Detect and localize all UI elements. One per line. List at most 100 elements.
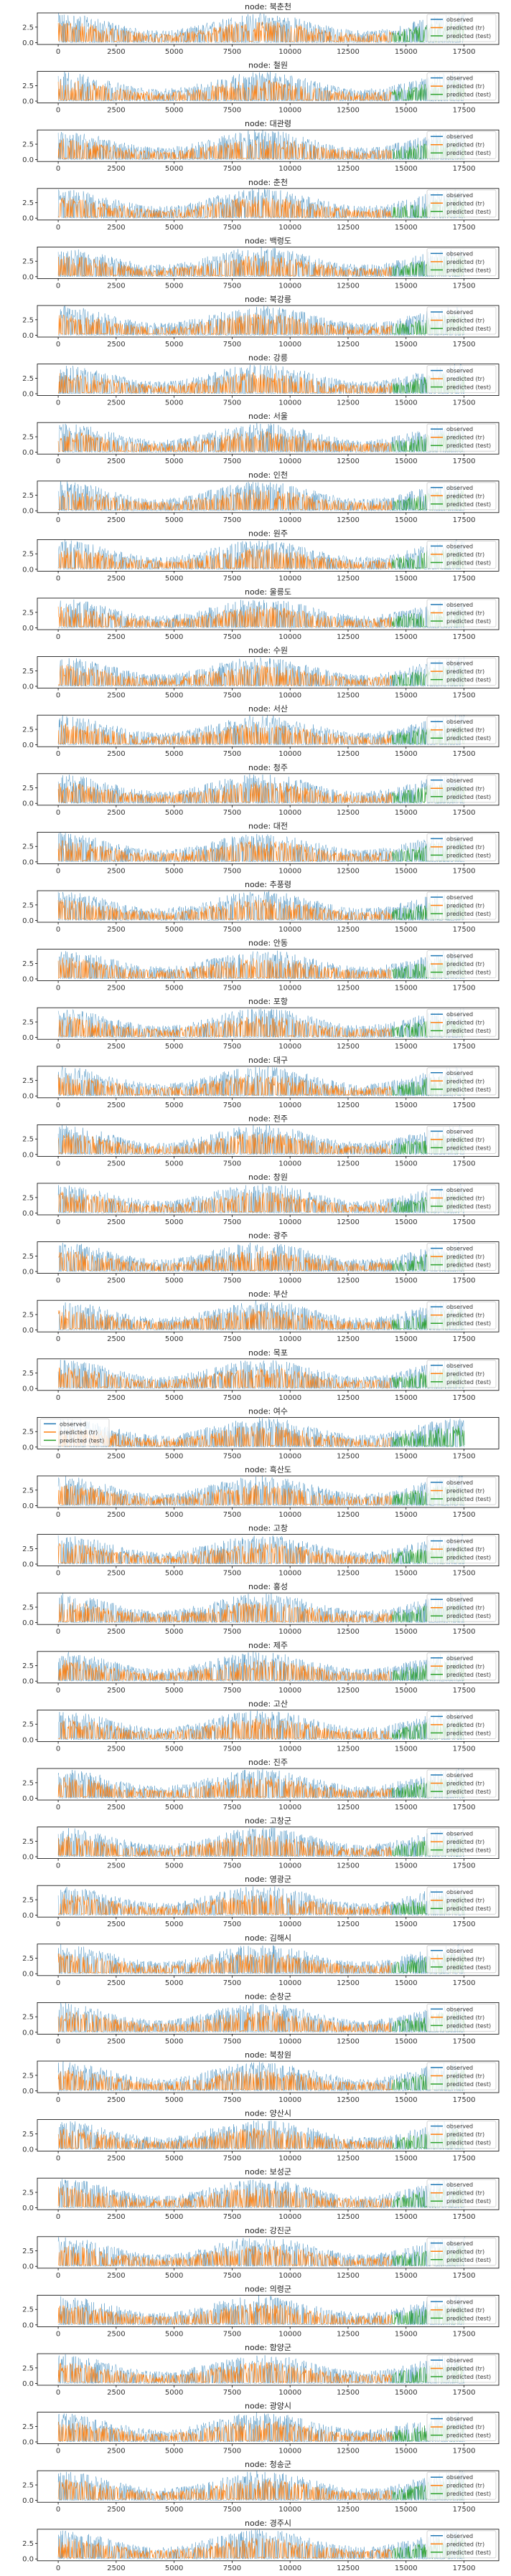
x-tick-label: 10000 [278, 282, 301, 290]
x-tick-label: 7500 [223, 574, 241, 582]
x-tick-label: 12500 [337, 1102, 360, 1109]
subplot-title: node: 고창군 [245, 1817, 291, 1826]
x-tick-label: 12500 [337, 399, 360, 407]
legend-label-test: predicted (test) [446, 1028, 491, 1034]
x-tick-label: 17500 [453, 867, 476, 875]
series-line-train [57, 1133, 393, 1155]
legend-label-test: predicted (test) [446, 2081, 491, 2088]
subplot-title: node: 목포 [248, 1348, 288, 1358]
series-line-train [58, 196, 393, 219]
y-tick-label: 0.0 [22, 1561, 34, 1569]
x-tick-label: 7500 [223, 750, 241, 758]
x-tick-label: 17500 [453, 750, 476, 758]
x-tick-label: 10000 [278, 341, 301, 349]
x-tick-label: 15000 [395, 516, 418, 524]
series-line-train [57, 1835, 393, 1857]
y-tick-label: 2.5 [22, 258, 34, 266]
x-tick-label: 5000 [165, 574, 183, 582]
subplot: node: 춘천 0 2500 5000 7500 10000 12500 15000 1750… [22, 177, 500, 232]
legend-label-observed: observed [446, 485, 473, 491]
x-tick-label: 10000 [278, 985, 301, 993]
series-line-train [57, 606, 393, 628]
x-tick-label: 5000 [165, 750, 183, 758]
x-tick-label: 7500 [223, 867, 241, 875]
x-tick-label: 7500 [223, 2389, 241, 2397]
subplot-title: node: 고산 [248, 1699, 288, 1708]
axes-frame [37, 12, 500, 45]
legend-box [426, 189, 497, 218]
y-tick-label: 0.0 [22, 332, 34, 340]
x-tick-label: 0 [56, 2448, 60, 2456]
x-tick-label: 5000 [165, 2448, 183, 2456]
series-line-observed [57, 1418, 465, 1448]
x-tick-label: 15000 [395, 1570, 418, 1578]
x-tick-label: 0 [56, 1394, 60, 1402]
x-tick-label: 12500 [337, 1394, 360, 1402]
legend-label-observed: observed [446, 1713, 473, 1720]
subplot: node: 광주 0 2500 5000 7500 10000 12500 15000 1750… [22, 1231, 500, 1285]
series-line-observed [57, 247, 465, 278]
legend-label-train: predicted (tr) [446, 2190, 484, 2197]
subplot-title: node: 대전 [248, 821, 288, 830]
subplot-title: node: 청송군 [245, 2460, 291, 2469]
x-tick-label: 15000 [395, 48, 418, 56]
series-line-observed [57, 1066, 465, 1097]
legend-label-observed: observed [446, 719, 473, 725]
x-tick-label: 5000 [165, 1628, 183, 1636]
x-tick-label: 17500 [453, 1745, 476, 1753]
series-line-observed [57, 306, 465, 336]
legend-label-train: predicted (tr) [446, 200, 484, 207]
legend-label-test: predicted (test) [446, 2549, 491, 2556]
legend-label-train: predicted (tr) [446, 1956, 484, 1962]
y-tick-label: 2.5 [22, 1955, 34, 1963]
x-tick-label: 2500 [107, 809, 125, 817]
series-line-train [57, 1543, 393, 1565]
x-tick-label: 17500 [453, 282, 476, 290]
series-line-observed [57, 1768, 465, 1799]
x-tick-label: 0 [56, 1628, 60, 1636]
x-tick-label: 7500 [223, 1160, 241, 1168]
x-tick-label: 2500 [107, 2506, 125, 2514]
y-tick-label: 2.5 [22, 1487, 34, 1495]
y-tick-label: 0.0 [22, 858, 34, 866]
x-tick-label: 12500 [337, 516, 360, 524]
y-tick-label: 0.0 [22, 917, 34, 925]
series-line-train [58, 1718, 393, 1740]
x-tick-label: 15000 [395, 1043, 418, 1051]
series-line-train [57, 2478, 393, 2501]
subplot: node: 수원 0 2500 5000 7500 10000 12500 15000 1750… [22, 646, 500, 700]
legend-label-observed: observed [446, 2065, 473, 2071]
legend-label-train: predicted (tr) [446, 83, 484, 90]
y-tick-label: 2.5 [22, 785, 34, 792]
axes-frame [37, 1534, 500, 1567]
legend-label-observed: observed [446, 309, 473, 316]
y-tick-label: 0.0 [22, 2380, 34, 2388]
x-tick-label: 15000 [395, 2272, 418, 2280]
y-tick-label: 2.5 [22, 434, 34, 442]
legend-label-train: predicted (tr) [446, 903, 484, 909]
legend-label-test: predicted (test) [446, 209, 491, 215]
subplot: node: 고산 0 2500 5000 7500 10000 12500 15000 1750… [22, 1699, 500, 1753]
x-tick-label: 7500 [223, 985, 241, 993]
y-tick-label: 2.5 [22, 2306, 34, 2314]
x-tick-label: 10000 [278, 1160, 301, 1168]
series-line-observed [57, 1008, 465, 1038]
legend-box [426, 1184, 497, 1213]
x-tick-label: 17500 [453, 2389, 476, 2397]
x-tick-label: 5000 [165, 1394, 183, 1402]
x-tick-label: 15000 [395, 1452, 418, 1460]
x-tick-label: 5000 [165, 2155, 183, 2163]
y-tick-label: 0.0 [22, 1093, 34, 1101]
y-tick-label: 2.5 [22, 1370, 34, 1378]
axes-frame [37, 2177, 500, 2210]
axes-frame [37, 2353, 500, 2386]
series-line-train [57, 1602, 393, 1623]
subplot: node: 목포 0 2500 5000 7500 10000 12500 15000 1750… [22, 1348, 500, 1402]
x-tick-label: 2500 [107, 926, 125, 934]
subplot: node: 제주 0 2500 5000 7500 10000 12500 15000 1750… [22, 1641, 500, 1695]
